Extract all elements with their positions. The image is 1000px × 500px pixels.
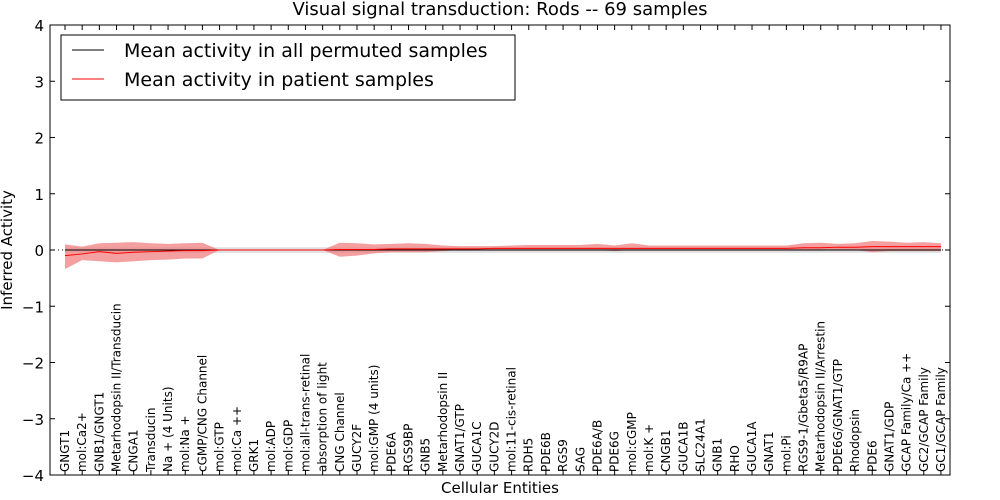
x-tick-label: GC2/GCAP Family	[917, 367, 931, 472]
x-tick-label: RHO	[728, 445, 742, 472]
y-tick-label: −1	[22, 298, 44, 316]
x-tick-label: GNB1/GNGT1	[92, 392, 106, 472]
y-tick-label: −3	[22, 411, 44, 429]
x-tick-label: PDE6A	[384, 431, 398, 472]
x-tick-label: CNGA1	[127, 430, 141, 473]
x-tick-label: absorption of light	[316, 362, 330, 472]
x-tick-label: mol:GDP	[281, 420, 295, 472]
x-tick-label: SAG	[573, 447, 587, 472]
x-tick-label: RGS9	[556, 439, 570, 472]
legend: Mean activity in all permuted samples Mea…	[60, 34, 516, 101]
y-tick-label: 4	[34, 17, 44, 35]
x-tick-label: mol:Ca ++	[230, 406, 244, 472]
x-tick-label: RDH5	[522, 438, 536, 472]
x-tick-label: Metarhodopsin II/Arrestin	[814, 321, 828, 472]
x-tick-label: GRK1	[247, 439, 261, 472]
y-tick-label: −4	[22, 467, 44, 485]
x-tick-label: GUCA1A	[745, 421, 759, 472]
line-series-2	[64, 246, 941, 257]
legend-box	[60, 34, 516, 101]
x-tick-label: PDE6	[865, 440, 879, 472]
x-tick-label: GNGT1	[58, 430, 72, 472]
x-tick-label: CNGB1	[659, 429, 673, 472]
chart-title: Visual signal transduction: Rods -- 69 s…	[292, 0, 707, 20]
x-tick-label: mol:GTP	[213, 422, 227, 472]
x-tick-label: PDE6G	[608, 431, 622, 472]
x-tick-label: mol:ADP	[264, 421, 278, 472]
x-tick-label: RGS9-1/Gbeta5/R9AP	[797, 344, 811, 472]
x-tick-label: GNAT1	[762, 431, 776, 472]
x-tick-label: SLC24A1	[693, 418, 707, 472]
x-tick-label: mol:K +	[642, 424, 656, 472]
x-tick-label: CNG Channel	[333, 392, 347, 472]
x-tick-label: mol:cGMP	[625, 412, 639, 472]
x-tick-label: GUCA1B	[676, 421, 690, 472]
x-tick-label: GC1/GCAP Family	[934, 367, 948, 472]
x-tick-label: mol:Na +	[178, 415, 192, 472]
x-tick-label: mol:all-trans-retinal	[298, 354, 312, 472]
x-tick-label: GNB5	[419, 438, 433, 472]
y-tick-label: 1	[34, 186, 44, 204]
x-tick-label: GUCA1C	[470, 421, 484, 472]
y-tick-label: 2	[34, 130, 44, 148]
x-tick-label: GNAT1/GTP	[453, 404, 467, 472]
x-tick-label: RGS9BP	[402, 424, 416, 472]
x-tick-label: GCAP Family/Ca ++	[900, 353, 914, 472]
x-tick-label: GNAT1/GDP	[882, 402, 896, 472]
y-tick-label: 0	[34, 242, 44, 260]
series-lines	[64, 246, 941, 257]
legend-label: Mean activity in all permuted samples	[124, 40, 487, 62]
x-axis: GNGT1 mol:Ca2+ GNB1/GNGT1 Metarhodopsin II/…	[58, 25, 948, 475]
y-axis: −4 −3 −2 −1 0 1 2 3 4	[22, 17, 950, 485]
x-tick-label: mol:Pi	[779, 435, 793, 472]
x-axis-label: Cellular Entities	[441, 479, 559, 497]
x-tick-label: mol:11-cis-retinal	[505, 367, 519, 472]
x-tick-label: mol:Ca2+	[75, 412, 89, 472]
x-tick-label: Metarhodopsin II/Transducin	[110, 303, 124, 472]
y-tick-label: −2	[22, 355, 44, 373]
x-tick-label: Na + (4 Units)	[161, 386, 175, 472]
x-tick-label: PDE6B	[539, 432, 553, 472]
x-tick-label: GUCY2D	[487, 422, 501, 472]
y-axis-label: Inferred Activity	[0, 190, 16, 310]
x-tick-label: GNB1	[711, 438, 725, 472]
x-tick-label: Transducin	[144, 408, 158, 473]
x-tick-label: mol:GMP (4 units)	[367, 365, 381, 472]
x-tick-label: Metarhodopsin II	[436, 372, 450, 472]
y-tick-label: 3	[34, 73, 44, 91]
x-tick-label: PDE6A/B	[590, 420, 604, 472]
legend-label: Mean activity in patient samples	[124, 69, 434, 91]
x-tick-label: GUCY2F	[350, 424, 364, 472]
x-tick-label: Rhodopsin	[848, 409, 862, 472]
x-tick-label: cGMP/CNG Channel	[195, 355, 209, 472]
x-tick-label: PDE6G/GNAT1/GTP	[831, 359, 845, 472]
